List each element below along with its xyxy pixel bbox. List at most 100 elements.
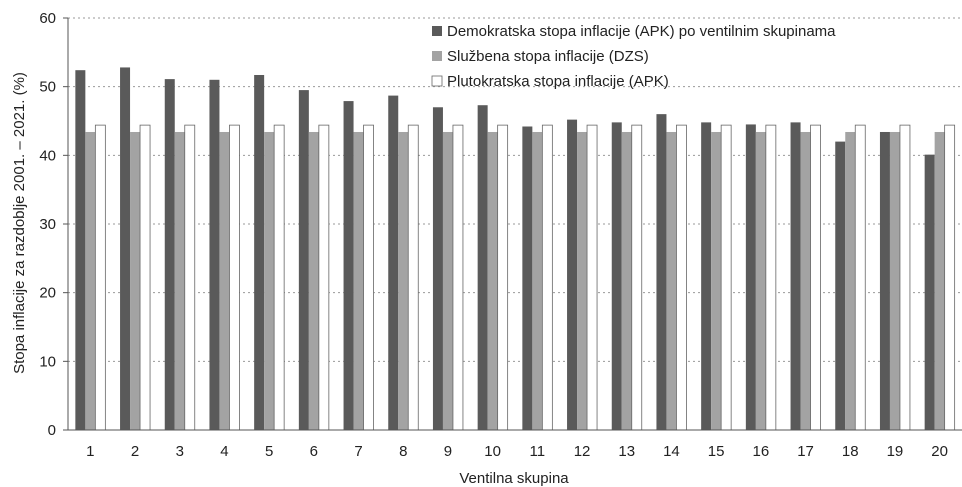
x-tick-label: 18 [842, 443, 859, 460]
legend: Demokratska stopa inflacije (APK) po ven… [431, 23, 836, 90]
x-tick-label: 16 [753, 443, 770, 460]
bar-series-1-cat-2 [120, 67, 131, 430]
bar-series-3-cat-2 [139, 124, 151, 431]
bar-series-3-cat-1 [94, 124, 106, 431]
y-tick-label: 40 [39, 147, 56, 164]
bar-series-2-cat-18 [845, 131, 856, 430]
bar-series-1-cat-14 [656, 114, 667, 430]
bar-series-2-cat-15 [711, 131, 722, 430]
bar-series-3-cat-13 [631, 124, 643, 431]
bar-series-2-cat-16 [755, 131, 766, 430]
x-tick-label: 8 [399, 443, 407, 460]
bars [75, 67, 956, 431]
bar-series-1-cat-15 [701, 122, 712, 430]
y-tick-label: 30 [39, 216, 56, 233]
bar-series-1-cat-4 [209, 79, 220, 431]
x-tick-label: 12 [574, 443, 591, 460]
bar-series-3-cat-20 [944, 124, 956, 431]
bar-series-1-cat-18 [835, 141, 846, 430]
axes [63, 17, 962, 431]
bar-series-3-cat-14 [676, 124, 687, 431]
legend-swatch-3 [431, 75, 443, 87]
x-tick-label: 1 [86, 443, 94, 460]
x-tick-label: 4 [220, 443, 228, 460]
x-tick-label: 19 [887, 443, 904, 460]
x-tick-label: 9 [444, 443, 452, 460]
x-tick-label: 13 [618, 443, 635, 460]
bar-series-1-cat-16 [745, 124, 756, 430]
bar-series-1-cat-11 [522, 126, 533, 430]
bar-series-3-cat-4 [229, 124, 240, 431]
bar-series-2-cat-20 [934, 131, 945, 430]
legend-label-3: Plutokratska stopa inflacije (APK) [447, 73, 669, 90]
bar-series-2-cat-14 [666, 131, 677, 430]
x-tick-label: 7 [354, 443, 362, 460]
bar-series-2-cat-13 [621, 131, 632, 430]
bar-series-3-cat-11 [541, 124, 553, 431]
bar-series-1-cat-20 [924, 154, 935, 430]
bar-series-2-cat-4 [219, 131, 230, 430]
y-tick-label: 20 [39, 285, 56, 302]
bar-series-2-cat-17 [800, 131, 811, 430]
bar-series-3-cat-19 [899, 124, 911, 431]
bar-series-3-cat-3 [184, 124, 196, 431]
bar-series-1-cat-3 [164, 79, 175, 430]
bar-series-1-cat-17 [790, 122, 801, 430]
bar-series-3-cat-16 [765, 124, 777, 431]
bar-series-1-cat-1 [75, 70, 86, 430]
bar-series-2-cat-1 [85, 131, 96, 430]
bar-series-2-cat-7 [353, 131, 364, 430]
x-tick-label: 11 [530, 443, 546, 460]
x-tick-label: 20 [931, 443, 948, 460]
legend-swatch-2 [432, 51, 442, 61]
bar-series-1-cat-12 [567, 119, 578, 431]
x-tick-label: 17 [797, 443, 814, 460]
bar-series-3-cat-6 [318, 124, 330, 431]
x-tick-label: 6 [310, 443, 318, 460]
legend-label-2: Službena stopa inflacije (DZS) [447, 48, 649, 65]
bar-series-3-cat-18 [854, 124, 866, 431]
bar-series-2-cat-19 [889, 131, 900, 430]
bar-series-3-cat-7 [363, 124, 374, 431]
x-axis-title: Ventilna skupina [459, 470, 569, 487]
bar-series-2-cat-6 [308, 131, 319, 430]
bar-series-1-cat-13 [611, 122, 622, 430]
bar-series-1-cat-8 [388, 95, 399, 431]
y-tick-label: 0 [48, 422, 56, 439]
bar-series-2-cat-10 [487, 131, 498, 430]
bar-series-2-cat-8 [398, 131, 409, 430]
legend-label-1: Demokratska stopa inflacije (APK) po ven… [447, 23, 836, 40]
bar-series-2-cat-9 [442, 131, 453, 430]
bar-series-2-cat-3 [174, 131, 185, 430]
gridlines [68, 17, 962, 362]
x-tick-label: 3 [176, 443, 184, 460]
x-tick-labels: 1 2 3 4 5 6 7 8 9 10 11 12 13 14 15 16 17 18 19 20 [86, 443, 948, 460]
bar-series-3-cat-5 [273, 124, 285, 431]
bar-series-3-cat-15 [720, 124, 732, 431]
bar-series-1-cat-7 [343, 101, 354, 430]
bar-series-1-cat-19 [879, 131, 890, 430]
y-tick-label: 10 [39, 353, 56, 370]
bar-series-3-cat-9 [452, 124, 464, 431]
bar-series-3-cat-17 [810, 124, 821, 431]
x-tick-label: 5 [265, 443, 273, 460]
x-tick-label: 2 [131, 443, 139, 460]
x-tick-label: 14 [663, 443, 680, 460]
y-axis-title: Stopa inflacije za razdoblje 2001. – 202… [11, 72, 28, 374]
bar-series-3-cat-8 [407, 124, 419, 431]
bar-series-2-cat-2 [130, 131, 141, 430]
bar-series-1-cat-5 [254, 74, 265, 430]
bar-series-1-cat-10 [477, 105, 488, 430]
bar-series-1-cat-9 [432, 107, 443, 431]
y-tick-label: 50 [39, 79, 56, 96]
bar-series-1-cat-6 [298, 90, 309, 430]
x-tick-label: 15 [708, 443, 725, 460]
legend-swatch-1 [432, 26, 442, 36]
bar-series-3-cat-12 [586, 124, 598, 431]
bar-series-2-cat-11 [532, 131, 543, 430]
y-tick-labels: 0 10 20 30 40 50 60 [39, 10, 56, 439]
bar-series-2-cat-12 [577, 131, 588, 430]
bar-series-3-cat-10 [497, 124, 509, 431]
bar-series-2-cat-5 [264, 131, 275, 430]
